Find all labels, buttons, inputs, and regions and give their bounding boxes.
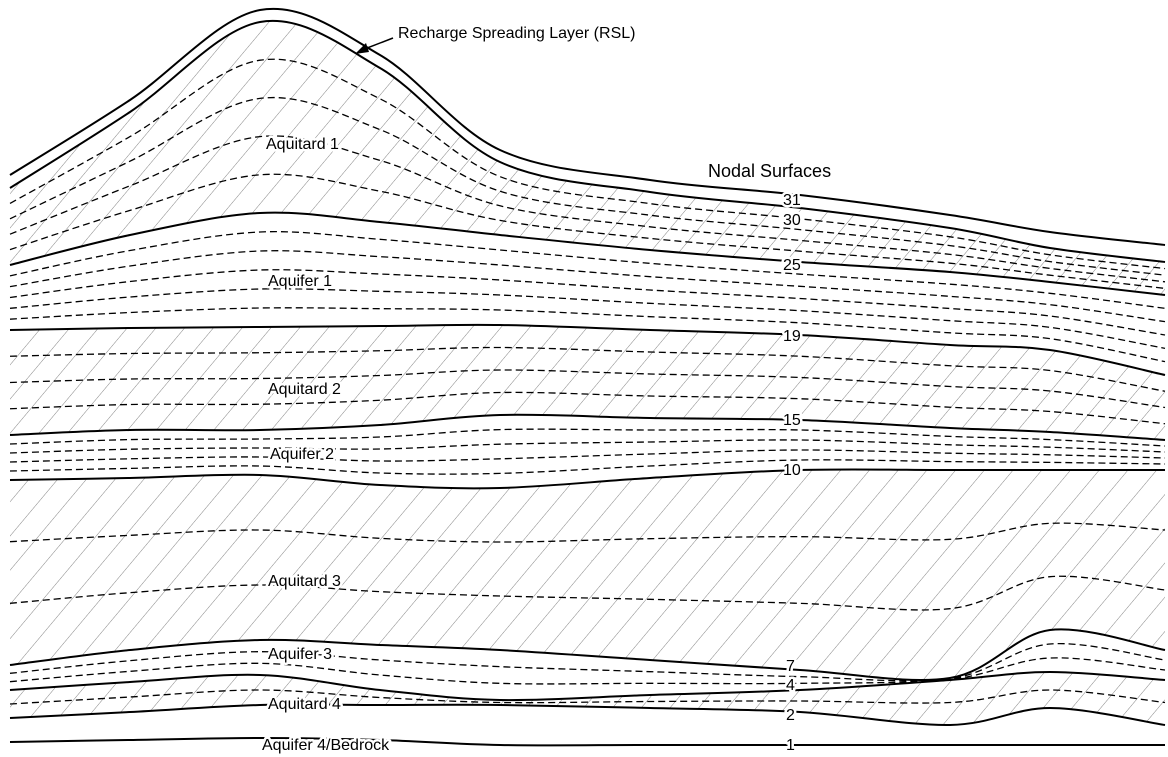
- layer-label: Aquifer 2: [270, 446, 334, 463]
- page: Recharge Spreading Layer (RSL) Nodal Sur…: [0, 0, 1168, 757]
- surface-label: 4: [786, 677, 795, 694]
- aquitard-hatch: [10, 469, 1165, 680]
- nodal-surface: [10, 270, 1165, 335]
- legend-title: Nodal Surfaces: [708, 161, 831, 181]
- surface-label: 31: [783, 192, 801, 209]
- surface-label: 19: [783, 328, 801, 345]
- callout-label: Recharge Spreading Layer (RSL): [398, 25, 635, 42]
- aquitard-hatch: [10, 325, 1165, 440]
- layer-label: Aquitard 2: [268, 381, 341, 398]
- surface-label: 15: [783, 412, 801, 429]
- layer-label: Aquifer 4/Bedrock: [262, 737, 390, 754]
- hatch-layer: [10, 21, 1165, 725]
- nodal-surface: [10, 440, 1165, 453]
- layer-label: Aquifer 3: [268, 646, 332, 663]
- layer-label: Aquifer 1: [268, 273, 332, 290]
- layer-boundary: [10, 738, 1165, 745]
- layer-label: Aquitard 4: [268, 696, 341, 713]
- nodal-surface: [10, 450, 1165, 462]
- layer-label: Aquitard 3: [268, 573, 341, 590]
- surface-label: 10: [783, 462, 801, 479]
- diagram: Recharge Spreading Layer (RSL) Nodal Sur…: [0, 0, 1168, 757]
- layer-label: Aquitard 1: [266, 136, 339, 153]
- aquitard-hatch: [10, 21, 1165, 295]
- nodal-surface: [10, 429, 1165, 446]
- surface-label: 2: [786, 707, 795, 724]
- surface-label: 7: [786, 658, 795, 675]
- surface-label: 30: [783, 212, 801, 229]
- surface-label: 1: [786, 737, 795, 754]
- surface-label: 25: [783, 257, 801, 274]
